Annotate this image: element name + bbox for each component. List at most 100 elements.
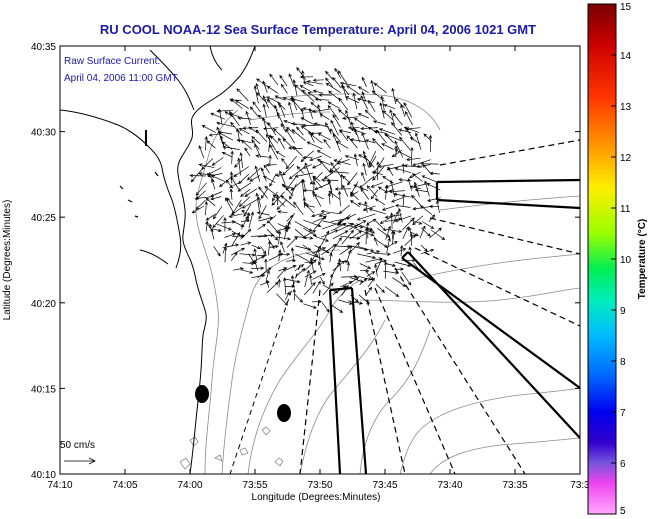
current-vector bbox=[332, 230, 349, 240]
contour-line bbox=[247, 279, 361, 474]
current-vector bbox=[375, 220, 387, 232]
current-vector bbox=[320, 209, 341, 215]
current-vector bbox=[375, 259, 387, 265]
current-vector bbox=[209, 191, 223, 197]
current-vector bbox=[313, 215, 327, 230]
current-vector bbox=[198, 145, 205, 159]
current-vector bbox=[309, 133, 323, 144]
current-vector bbox=[289, 183, 297, 200]
current-vector bbox=[392, 277, 407, 287]
current-vector bbox=[366, 271, 376, 277]
current-vector bbox=[327, 179, 334, 198]
current-vector bbox=[375, 283, 385, 293]
current-vector bbox=[258, 216, 274, 222]
current-vector bbox=[349, 138, 366, 143]
current-vector bbox=[238, 196, 251, 208]
map-plot-area: Raw Surface Current: April 04, 2006 11:0… bbox=[60, 46, 580, 474]
current-vector bbox=[394, 167, 412, 174]
current-vector bbox=[221, 220, 236, 224]
contour-line bbox=[429, 437, 580, 474]
current-vector bbox=[309, 274, 313, 285]
contour-line bbox=[221, 249, 341, 474]
current-vector bbox=[380, 95, 385, 111]
current-vector bbox=[387, 166, 394, 176]
current-vector bbox=[252, 101, 261, 113]
current-vector bbox=[279, 170, 286, 185]
current-vector bbox=[201, 125, 216, 133]
current-vector bbox=[236, 88, 249, 102]
current-vector bbox=[230, 121, 243, 136]
current-vector bbox=[375, 129, 387, 144]
current-vector bbox=[240, 189, 251, 197]
current-vector bbox=[272, 128, 287, 141]
current-vector bbox=[216, 121, 234, 128]
current-vector bbox=[338, 213, 357, 223]
colorbar-tick-label: 5 bbox=[620, 506, 626, 517]
current-vector bbox=[327, 101, 341, 109]
current-vector bbox=[311, 212, 324, 218]
current-vector bbox=[402, 193, 406, 207]
current-vector bbox=[242, 261, 255, 266]
current-vector bbox=[230, 150, 234, 165]
current-vector bbox=[211, 178, 216, 190]
current-vector bbox=[313, 122, 330, 128]
current-vector bbox=[389, 212, 394, 229]
current-vector bbox=[256, 211, 270, 216]
current-vector bbox=[216, 126, 223, 144]
current-vector bbox=[237, 116, 252, 120]
current-vector bbox=[413, 181, 420, 197]
current-vector bbox=[237, 157, 241, 176]
current-vector bbox=[337, 70, 348, 85]
current-vector bbox=[255, 192, 260, 213]
current-vector bbox=[374, 252, 392, 256]
current-vector bbox=[401, 271, 412, 286]
current-vector bbox=[339, 129, 349, 142]
current-vector bbox=[241, 215, 249, 230]
current-vector bbox=[309, 171, 323, 185]
current-vector bbox=[325, 82, 341, 93]
current-vector bbox=[342, 184, 349, 197]
current-vector bbox=[243, 204, 252, 217]
current-vector bbox=[285, 155, 297, 170]
current-vector bbox=[314, 235, 330, 242]
current-vector bbox=[409, 232, 414, 246]
current-vector bbox=[257, 267, 272, 278]
current-vector bbox=[280, 241, 285, 253]
current-vector bbox=[229, 98, 243, 109]
current-vector bbox=[303, 201, 314, 214]
current-vector bbox=[302, 123, 321, 128]
current-vector bbox=[285, 278, 301, 284]
current-vector bbox=[388, 189, 405, 194]
current-vector bbox=[410, 231, 420, 237]
current-vector bbox=[205, 213, 217, 221]
current-vector bbox=[392, 112, 403, 126]
current-vector bbox=[246, 167, 262, 181]
current-vector bbox=[353, 184, 369, 192]
current-vector bbox=[255, 129, 268, 143]
current-vector bbox=[327, 104, 340, 121]
current-vector bbox=[269, 173, 277, 187]
current-vector bbox=[372, 120, 386, 125]
current-vector bbox=[249, 106, 259, 118]
current-vector bbox=[212, 215, 224, 229]
current-vector bbox=[278, 137, 286, 150]
current-vector bbox=[246, 211, 251, 223]
current-vector bbox=[328, 190, 341, 200]
current-vector bbox=[400, 104, 406, 117]
current-vector bbox=[350, 128, 367, 135]
current-vector bbox=[302, 107, 315, 112]
current-vector bbox=[190, 167, 204, 183]
current-vector bbox=[304, 162, 312, 181]
current-vector bbox=[336, 158, 350, 165]
current-vector bbox=[255, 154, 269, 158]
current-vector bbox=[304, 259, 317, 271]
current-vector bbox=[394, 149, 412, 159]
current-vector bbox=[402, 217, 415, 231]
current-vector bbox=[300, 178, 305, 199]
current-vector bbox=[322, 282, 334, 296]
current-vector bbox=[320, 178, 339, 182]
current-vector bbox=[254, 143, 262, 158]
colorbar-tick-label: 8 bbox=[620, 357, 626, 368]
current-vector bbox=[286, 220, 291, 233]
x-tick-label: 73:45 bbox=[372, 480, 397, 491]
